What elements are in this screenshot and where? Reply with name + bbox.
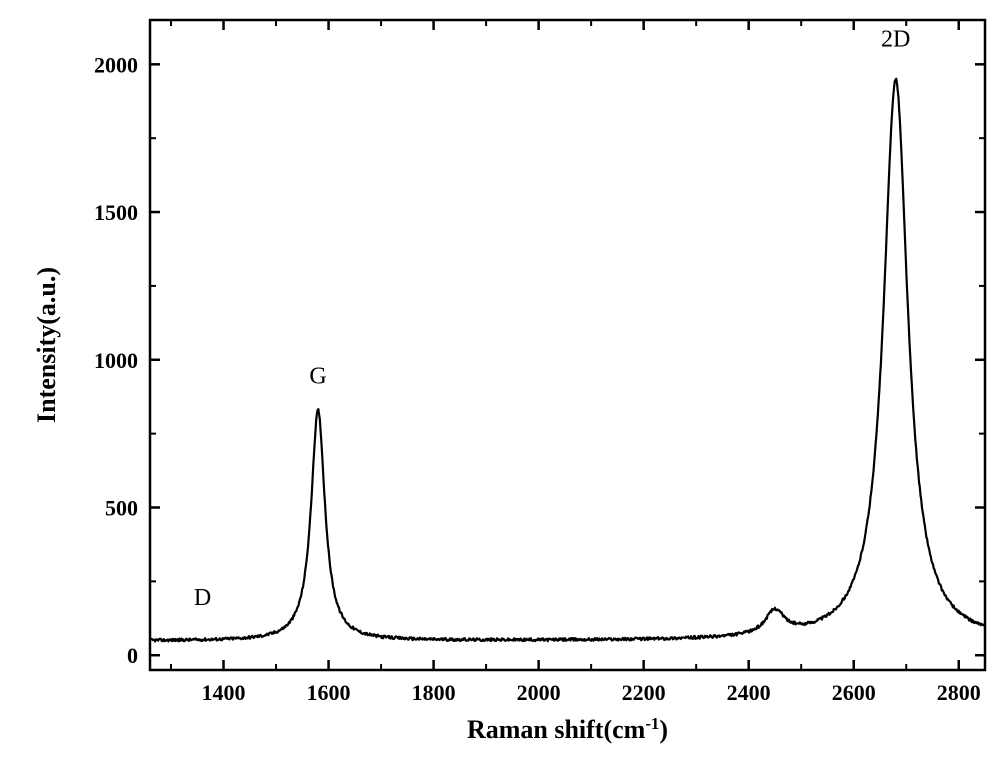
x-tick-label: 1400	[202, 680, 246, 705]
x-tick-label: 1800	[412, 680, 456, 705]
chart-svg: 1400 1600 1800 2000 2200 2400 2600 2800 0 500 1000…	[0, 0, 1000, 765]
y-tick-label: 500	[105, 496, 138, 521]
x-tick-label: 1600	[307, 680, 351, 705]
raman-spectrum-chart: 1400 1600 1800 2000 2200 2400 2600 2800 0 500 1000…	[0, 0, 1000, 765]
x-axis-label: Raman shift(cm-1)	[467, 714, 668, 745]
y-tick-label: 0	[127, 643, 138, 668]
y-axis-label: Intensity(a.u.)	[32, 267, 61, 423]
x-tick-label: 2600	[832, 680, 876, 705]
y-tick-label: 1000	[94, 348, 138, 373]
y-tick-label: 2000	[94, 52, 138, 77]
x-tick-label: 2400	[727, 680, 771, 705]
peak-label: 2D	[881, 27, 910, 53]
peak-label: D	[194, 585, 211, 611]
peak-label: G	[309, 363, 326, 389]
y-tick-label: 1500	[94, 200, 138, 225]
x-tick-label: 2000	[517, 680, 561, 705]
x-tick-label: 2800	[937, 680, 981, 705]
x-tick-label: 2200	[622, 680, 666, 705]
